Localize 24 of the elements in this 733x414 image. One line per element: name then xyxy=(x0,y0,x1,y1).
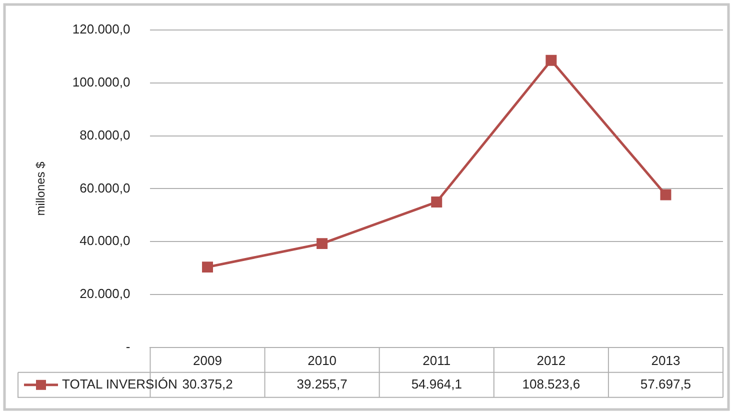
y-tick-label: - xyxy=(126,338,130,354)
point xyxy=(316,238,328,250)
y-tick-label: 100.000,0 xyxy=(72,74,130,90)
y-tick-label: 40.000,0 xyxy=(80,233,130,248)
point xyxy=(660,189,672,200)
data-label: 57.697,5 xyxy=(640,376,692,392)
y-tick-label: 20.000,0 xyxy=(80,286,130,302)
x-tick-label: 2012 xyxy=(536,352,566,368)
y-tick-label: 60.000,0 xyxy=(80,180,130,196)
point xyxy=(431,196,442,208)
y-tick-label: 120.000,0 xyxy=(72,22,130,37)
x-tick-label: 2011 xyxy=(422,352,451,368)
data-label: 108.523,6 xyxy=(522,376,580,392)
x-tick-label: 2010 xyxy=(308,352,337,368)
y-tick-label: 80.000,0 xyxy=(80,127,130,142)
point xyxy=(202,262,214,273)
data-label: 30.375,2 xyxy=(182,376,233,392)
x-tick-label: 2013 xyxy=(651,352,680,368)
x-tick-label: 2009 xyxy=(193,352,222,368)
y-axis-title: millones $ xyxy=(34,161,48,216)
legend-label: TOTAL INVERSIÓN xyxy=(62,376,178,392)
point xyxy=(546,54,557,66)
data-label: 39.255,7 xyxy=(296,376,348,392)
data-label: 54.964,1 xyxy=(411,376,462,392)
